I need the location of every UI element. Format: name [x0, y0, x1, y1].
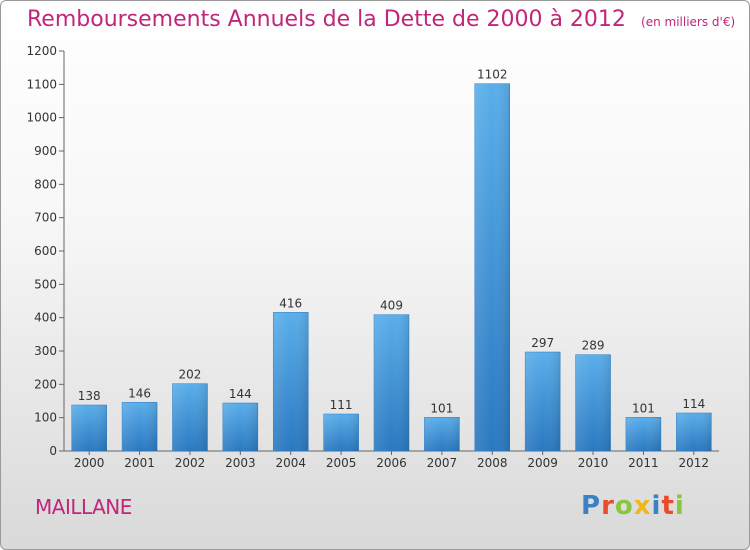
- x-tick-label-2012: 2012: [679, 456, 710, 470]
- y-tick-label: 0: [49, 444, 57, 458]
- x-tick-label-2007: 2007: [427, 456, 458, 470]
- x-tick-label-2006: 2006: [376, 456, 407, 470]
- logo-letter: t: [661, 491, 675, 521]
- bar-shine-2012: [676, 413, 712, 451]
- value-label-2000: 138: [78, 389, 101, 403]
- x-tick-label-2009: 2009: [527, 456, 558, 470]
- x-tick-label-2001: 2001: [124, 456, 155, 470]
- bar-shine-2005: [323, 414, 359, 451]
- y-tick-label: 200: [34, 377, 57, 391]
- x-tick-label-2000: 2000: [74, 456, 105, 470]
- bar-shine-2008: [474, 83, 510, 452]
- chart-title: Remboursements Annuels de la Dette de 20…: [27, 7, 626, 32]
- value-label-2004: 416: [279, 296, 302, 310]
- value-label-2007: 101: [430, 401, 453, 415]
- proxiti-logo: Proxiti: [581, 491, 685, 521]
- logo-letter: r: [601, 491, 615, 521]
- y-tick-label: 600: [34, 244, 57, 258]
- x-tick-label-2005: 2005: [326, 456, 357, 470]
- value-label-2010: 289: [582, 339, 605, 353]
- bar-shine-2006: [374, 314, 409, 451]
- y-tick-label: 700: [34, 211, 57, 225]
- value-label-2006: 409: [380, 299, 403, 313]
- y-tick-label: 800: [34, 177, 57, 191]
- logo-letter: P: [581, 491, 602, 521]
- y-tick-label: 400: [34, 311, 57, 325]
- commune-name: MAILLANE: [35, 495, 132, 519]
- y-tick-label: 1100: [26, 77, 57, 91]
- bar-shine-2004: [273, 312, 309, 451]
- x-tick-label-2004: 2004: [275, 456, 306, 470]
- bar-shine-2001: [122, 402, 158, 451]
- logo-letter: x: [633, 491, 652, 521]
- bar-shine-2007: [424, 417, 460, 451]
- x-tick-label-2011: 2011: [628, 456, 659, 470]
- x-tick-label-2010: 2010: [578, 456, 609, 470]
- value-label-2001: 146: [128, 386, 151, 400]
- axes: 0 100 200 300 400 500 600 700 800 900 1000 1100 1200: [26, 44, 719, 458]
- bar-shine-2000: [71, 405, 107, 451]
- y-tick-label: 1200: [26, 44, 57, 58]
- y-tick-label: 500: [34, 277, 57, 291]
- logo-letter: i: [651, 491, 662, 521]
- logo-letter: i: [674, 491, 685, 521]
- y-tick-label: 100: [34, 411, 57, 425]
- chart-subtitle: (en milliers d'€): [641, 15, 736, 29]
- value-label-2012: 114: [682, 397, 705, 411]
- value-label-2005: 111: [330, 398, 353, 412]
- value-label-2009: 297: [531, 336, 554, 350]
- data-labels: 138 2000 146 2001 202 2002 144 2003 416 2004 111 20…: [74, 68, 709, 470]
- value-label-2003: 144: [229, 387, 252, 401]
- x-tick-label-2002: 2002: [175, 456, 206, 470]
- value-label-2008: 1102: [477, 68, 508, 82]
- x-tick-label-2003: 2003: [225, 456, 256, 470]
- bar-shine-2002: [172, 383, 208, 451]
- bar-shine-2011: [625, 417, 661, 451]
- logo-letter: o: [614, 491, 634, 521]
- y-tick-label: 1000: [26, 111, 57, 125]
- value-label-2011: 101: [632, 401, 655, 415]
- y-tick-label: 900: [34, 144, 57, 158]
- x-tick-label-2008: 2008: [477, 456, 508, 470]
- bars: [71, 83, 712, 452]
- bar-shine-2010: [575, 354, 611, 451]
- chart-title-block: Remboursements Annuels de la Dette de 20…: [27, 7, 735, 32]
- bar-shine-2003: [222, 403, 258, 451]
- value-label-2002: 202: [179, 368, 202, 382]
- bar-shine-2009: [525, 352, 561, 451]
- y-tick-label: 300: [34, 344, 57, 358]
